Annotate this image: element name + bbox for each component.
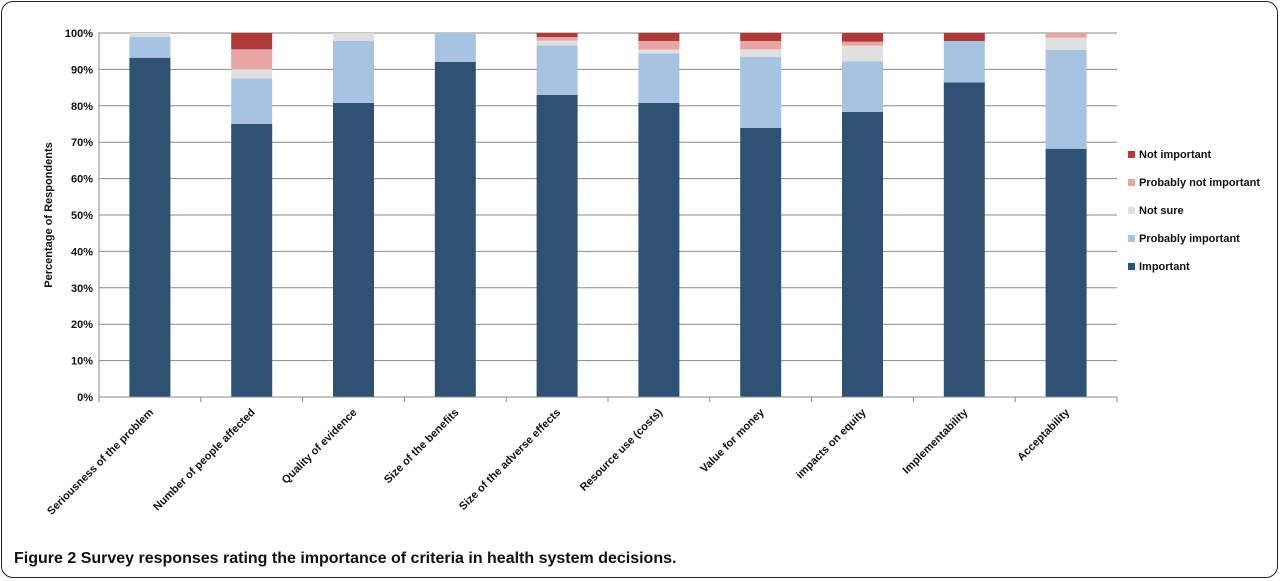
bar-segment [231,49,273,70]
x-tick-label: Implementability [901,406,971,476]
bar-segment [231,33,273,50]
y-tick-label: 70% [71,137,93,149]
y-tick-label: 0% [77,392,93,404]
bar-segment [842,33,883,42]
legend-swatch [1128,179,1135,186]
bar-segment [536,40,578,46]
y-tick-label: 50% [71,210,93,222]
bar-segment [129,33,171,37]
y-tick-label: 80% [71,101,93,113]
bar-segment [1045,148,1087,397]
bar-segment [638,41,680,50]
bar-segment [129,36,171,58]
bar-segment [842,41,883,46]
bar-segment [536,33,578,38]
y-tick-label: 40% [71,246,93,258]
bar-segment [740,33,782,42]
bar-segment [1045,33,1087,38]
y-tick-label: 10% [71,356,93,368]
x-tick-label: Number of people affected [151,407,258,514]
x-tick-label: Quality of evidence [280,407,360,487]
bar-segment [943,33,985,42]
bar-segment [740,57,782,129]
x-tick-label: Seriousness of the problem [45,406,156,517]
bar-segment [434,61,476,397]
legend-swatch [1128,151,1135,158]
x-tick-label: Acceptability [1015,406,1073,464]
x-tick-label: Size of the benefits [382,407,461,486]
y-tick-label: 100% [65,28,93,40]
bar-segment [1045,49,1087,149]
bar-segment [129,57,171,397]
y-tick-label: 90% [71,64,93,76]
y-tick-label: 30% [71,283,93,295]
bar-segment [638,53,680,103]
bar-segment [638,102,680,397]
bar-segment [842,45,883,62]
x-tick-label: Size of the adverse effects [457,407,563,513]
bar-segment [231,78,273,124]
x-tick-label: Value for money [698,406,767,475]
y-tick-labels: 0% 10% 20% 30% 40% 50% 60% 70% 80% 90% 100% [65,28,93,404]
bar-segment [638,33,680,42]
bar-segment [231,69,273,79]
y-axis-label: Percentage of Respondents [43,142,55,287]
bar-segment [740,128,782,397]
legend-swatch [1128,235,1135,242]
legend-label: Not sure [1139,205,1184,217]
figure-caption-text: Survey responses rating the importance o… [80,550,677,567]
x-tick-label: Resource use (costs) [578,406,665,493]
x-tick-label: impacts on equity [794,406,869,481]
bar-segment [740,41,782,50]
bar-segment [434,33,476,62]
legend-label: Probably not important [1139,177,1260,189]
bar-segment [333,41,374,103]
bar-segment [740,49,782,58]
bars [129,33,1087,397]
bar-segment [943,82,985,397]
legend-label: Important [1139,261,1190,273]
figure-label: Figure 2 [14,550,77,567]
bar-segment [536,94,578,397]
bar-segment [842,111,883,397]
bar-segment [536,37,578,41]
legend-swatch [1128,207,1135,214]
figure-caption: Figure 2 Survey responses rating the imp… [14,550,676,568]
bar-segment [231,124,273,397]
y-tick-label: 20% [71,319,93,331]
legend-swatch [1128,263,1135,270]
bar-segment [1045,37,1087,50]
bar-segment [333,102,374,397]
bar-segment [842,61,883,112]
bar-segment [943,41,985,83]
bar-segment [333,33,374,42]
bar-segment [638,49,680,54]
y-tick-label: 60% [71,174,93,186]
legend-label: Not important [1139,149,1211,161]
legend-label: Probably important [1139,233,1240,245]
legend: Not important Probably not important Not s… [1128,149,1260,273]
bar-segment [536,45,578,95]
